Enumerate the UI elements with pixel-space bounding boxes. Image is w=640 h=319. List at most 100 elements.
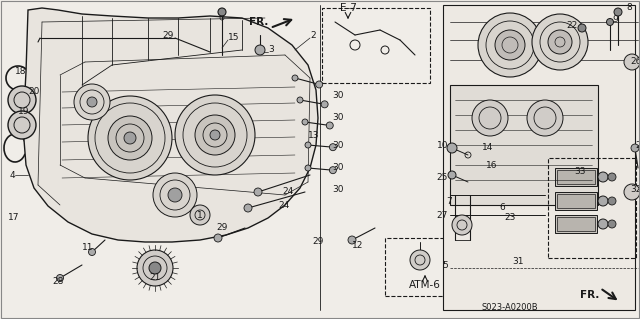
Bar (557, 217, 595, 231)
Bar (557, 194, 595, 208)
Text: 15: 15 (228, 33, 239, 42)
Circle shape (8, 86, 36, 114)
Circle shape (624, 54, 640, 70)
Text: 13: 13 (308, 130, 319, 139)
Circle shape (348, 236, 356, 244)
Text: 17: 17 (8, 213, 19, 222)
Text: 23: 23 (504, 213, 516, 222)
Circle shape (124, 132, 136, 144)
Text: FR.: FR. (580, 290, 600, 300)
Text: 8: 8 (626, 4, 632, 12)
Circle shape (624, 184, 640, 200)
Circle shape (175, 95, 255, 175)
Circle shape (447, 143, 457, 153)
Bar (443, 5, 635, 310)
Text: FR.: FR. (248, 17, 268, 27)
Circle shape (108, 116, 152, 160)
Text: E-7: E-7 (340, 3, 356, 13)
Bar (385, 238, 465, 296)
Circle shape (607, 19, 614, 26)
Circle shape (168, 188, 182, 202)
Circle shape (532, 14, 588, 70)
Text: ATM-6: ATM-6 (409, 280, 441, 290)
Bar (557, 170, 595, 184)
Circle shape (316, 81, 323, 88)
Circle shape (330, 144, 337, 151)
Text: 14: 14 (483, 144, 493, 152)
Text: 30: 30 (332, 186, 344, 195)
Circle shape (578, 24, 586, 32)
Text: 24: 24 (278, 201, 289, 210)
Circle shape (153, 173, 197, 217)
Text: 5: 5 (442, 261, 448, 270)
Text: 30: 30 (332, 164, 344, 173)
Circle shape (608, 197, 616, 205)
Circle shape (608, 173, 616, 181)
Text: 32: 32 (630, 186, 640, 195)
Text: 25: 25 (436, 174, 448, 182)
Circle shape (244, 204, 252, 212)
Circle shape (255, 45, 265, 55)
Text: 12: 12 (352, 241, 364, 249)
Text: 2: 2 (310, 31, 316, 40)
Circle shape (218, 8, 226, 16)
Text: 10: 10 (436, 140, 448, 150)
Text: 26: 26 (630, 57, 640, 66)
Text: 9: 9 (612, 16, 618, 25)
Circle shape (149, 262, 161, 274)
Text: 3: 3 (268, 46, 274, 55)
Text: 33: 33 (574, 167, 586, 176)
Text: 24: 24 (282, 188, 293, 197)
Circle shape (321, 101, 328, 108)
Circle shape (452, 215, 472, 235)
Polygon shape (24, 8, 318, 242)
Circle shape (495, 30, 525, 60)
Circle shape (210, 130, 220, 140)
Circle shape (302, 119, 308, 125)
Text: 27: 27 (436, 211, 448, 219)
Text: 6: 6 (499, 204, 505, 212)
Text: 28: 28 (52, 278, 64, 286)
Bar (555, 168, 597, 186)
Circle shape (88, 96, 172, 180)
Circle shape (195, 115, 235, 155)
Text: 31: 31 (512, 257, 524, 266)
Circle shape (254, 188, 262, 196)
Circle shape (74, 84, 110, 120)
Circle shape (548, 30, 572, 54)
Circle shape (608, 220, 616, 228)
Circle shape (56, 275, 63, 281)
Circle shape (448, 171, 456, 179)
Circle shape (598, 172, 608, 182)
Text: 16: 16 (486, 160, 498, 169)
Circle shape (478, 13, 542, 77)
Text: 18: 18 (15, 68, 26, 77)
Text: 20: 20 (28, 87, 40, 97)
Circle shape (614, 8, 622, 16)
Circle shape (527, 100, 563, 136)
Circle shape (87, 97, 97, 107)
Text: 7: 7 (446, 197, 452, 206)
Circle shape (214, 234, 222, 242)
Bar (555, 192, 597, 210)
Text: S023-A0200B: S023-A0200B (482, 303, 538, 313)
Text: 29: 29 (163, 31, 173, 40)
Text: 30: 30 (332, 114, 344, 122)
Circle shape (292, 75, 298, 81)
Text: 30: 30 (332, 140, 344, 150)
Text: 11: 11 (83, 243, 93, 253)
Circle shape (631, 144, 639, 152)
Bar (450, 85, 598, 205)
Text: 19: 19 (18, 108, 29, 116)
Circle shape (297, 97, 303, 103)
Circle shape (88, 249, 95, 256)
Text: 27: 27 (635, 140, 640, 150)
Circle shape (598, 196, 608, 206)
Bar (555, 215, 597, 233)
Circle shape (410, 250, 430, 270)
Circle shape (305, 165, 311, 171)
Circle shape (305, 142, 311, 148)
Circle shape (137, 250, 173, 286)
Circle shape (326, 122, 333, 129)
Text: 21: 21 (149, 273, 161, 283)
